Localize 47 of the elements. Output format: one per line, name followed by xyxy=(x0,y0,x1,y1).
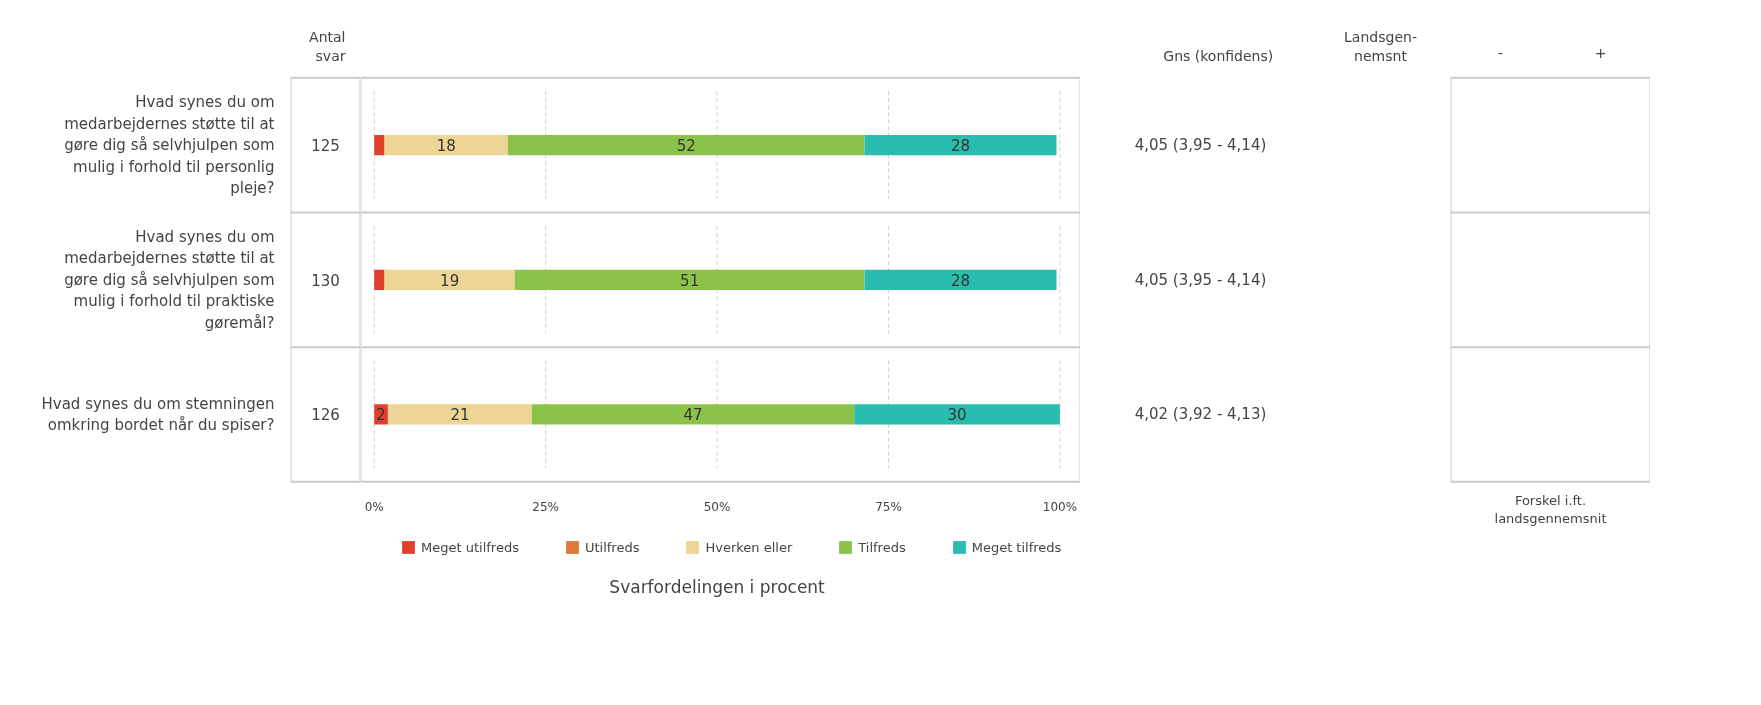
text: + xyxy=(1594,44,1607,61)
x-tick-label: 25% xyxy=(532,499,559,514)
data-label: 52 xyxy=(676,137,696,156)
bar xyxy=(514,269,865,290)
bar xyxy=(384,135,508,156)
text: Landsgen- nemsnt xyxy=(1344,29,1417,65)
text: 4,05 (3,95 - 4,14) xyxy=(1134,270,1267,289)
y-tick-label: Hvad synes du om stemningen omkring bordet når du spiser? xyxy=(41,394,275,435)
bar xyxy=(864,269,1057,290)
text: 130 xyxy=(311,271,340,290)
bar xyxy=(864,135,1057,156)
legend-label: Tilfreds xyxy=(858,539,906,555)
text: 4,02 (3,92 - 4,13) xyxy=(1134,405,1267,424)
x-tick-label: 50% xyxy=(703,499,731,514)
bar xyxy=(384,269,515,290)
x-tick-label: 75% xyxy=(875,499,902,514)
text: - xyxy=(1497,44,1504,61)
x-axis-title: Svarfordelingen i procent xyxy=(609,576,826,597)
bar xyxy=(854,404,1060,425)
data-label: 30 xyxy=(947,406,967,425)
bar xyxy=(507,135,865,156)
data-label: 18 xyxy=(436,137,456,156)
y-tick-label: Hvad synes du om medarbejdernes støtte til at gøre dig så selvhjulpen som mulig i forhold til personlig pleje? xyxy=(64,92,275,198)
legend-label: Hverken eller xyxy=(705,539,793,555)
text: 4,05 (3,95 - 4,14) xyxy=(1134,136,1267,155)
text: Forskel i.ft. landsgennemsnit xyxy=(1494,492,1607,526)
text: Gns (konfidens) xyxy=(1163,48,1274,65)
data-label: 51 xyxy=(680,271,700,290)
x-tick-label: 0% xyxy=(364,499,384,514)
legend-label: Utilfreds xyxy=(584,539,640,555)
data-label: 28 xyxy=(950,137,971,156)
legend-label: Meget tilfreds xyxy=(971,539,1062,555)
bar xyxy=(531,404,855,425)
data-label: 19 xyxy=(440,271,460,290)
text: 126 xyxy=(311,406,340,425)
data-label: 2 xyxy=(376,406,386,425)
data-label: 28 xyxy=(950,271,971,290)
data-label: 21 xyxy=(450,406,470,425)
text: Antal svar xyxy=(309,29,346,65)
data-label: 47 xyxy=(683,406,703,425)
bar xyxy=(387,404,532,425)
y-tick-label: Hvad synes du om medarbejdernes støtte til at gøre dig så selvhjulpen som mulig i forhold til praktiske gøremål? xyxy=(64,227,275,333)
bar xyxy=(374,269,385,290)
text: 125 xyxy=(311,137,340,156)
x-tick-label: 100% xyxy=(1042,499,1078,514)
legend-label: Meget utilfreds xyxy=(421,539,519,555)
bar xyxy=(374,135,385,156)
